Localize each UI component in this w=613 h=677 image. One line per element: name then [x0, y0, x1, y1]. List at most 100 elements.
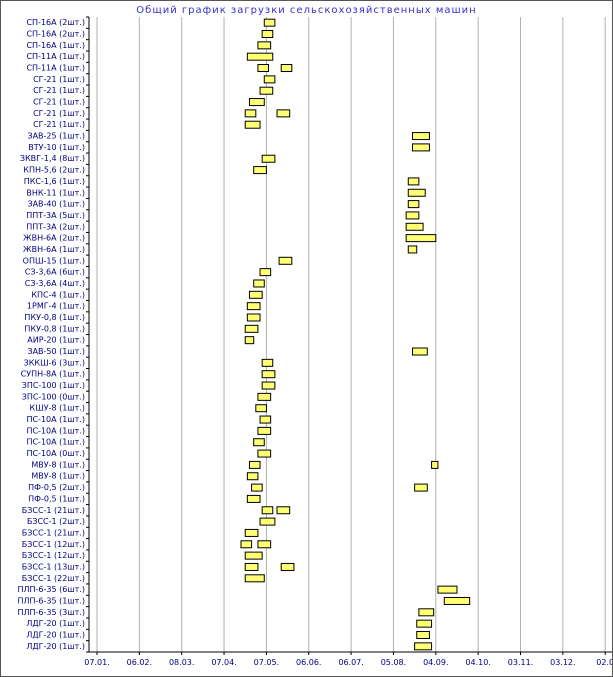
gantt-bar: [257, 392, 272, 401]
row-label: СГ-21 (1шт.): [33, 98, 85, 107]
row-label: СГ-21 (1шт.): [33, 86, 85, 95]
gantt-bar: [244, 109, 257, 118]
row-label: ППТ-3А (2шт.): [26, 222, 85, 231]
gantt-bar: [240, 540, 253, 549]
gantt-bar: [251, 483, 263, 492]
x-tick-label: 06.06.: [296, 658, 321, 667]
gantt-bar: [405, 234, 437, 243]
row-label: СП-11А (1шт.): [26, 64, 85, 73]
gantt-bar: [418, 608, 435, 617]
row-label: БЗСС-1 (13шт.): [22, 562, 85, 571]
gantt-bar: [261, 358, 274, 367]
gantt-bar: [248, 290, 263, 299]
row-label: ВНК-11 (1шт.): [26, 188, 85, 197]
gantt-bar: [246, 494, 261, 503]
x-tick-label: 03.11.: [508, 658, 533, 667]
gantt-bar: [257, 64, 270, 73]
row-label: ПКС-1,6 (1шт.): [24, 177, 85, 186]
row-label: ПЛП-6-35 (3шт.): [18, 608, 86, 617]
row-label: ЗАВ-50 (1шт.): [27, 347, 85, 356]
gantt-bar: [257, 426, 272, 435]
gantt-bar: [414, 483, 428, 492]
gantt-bar: [263, 18, 276, 27]
row-label: ПС-10А (1шт.): [26, 426, 85, 435]
gantt-bar: [261, 506, 274, 515]
gantt-bar: [431, 460, 439, 469]
row-label: СП-16А (2шт.): [26, 30, 85, 39]
row-label: ЗПС-100 (1шт.): [22, 381, 85, 390]
gantt-bar: [412, 143, 430, 152]
x-tick-label: 04.10.: [465, 658, 490, 667]
gantt-bar: [407, 188, 426, 197]
x-tick-label: 05.08.: [381, 658, 406, 667]
gantt-bar: [244, 562, 259, 571]
row-label: ППТ-3А (5шт.): [26, 211, 85, 220]
row-label: ПФ-0,5 (2шт.): [28, 483, 85, 492]
row-label: БЗСС-1 (12шт.): [22, 540, 85, 549]
row-label: АИР-20 (1шт.): [27, 336, 85, 345]
row-label: СГ-21 (1шт.): [33, 75, 85, 84]
gantt-bar: [276, 109, 291, 118]
row-label: БЗСС-1 (21шт.): [22, 506, 85, 515]
row-label: ПС-10А (1шт.): [26, 415, 85, 424]
row-label: ПС-10А (1шт.): [26, 438, 85, 447]
gantt-bar: [263, 75, 276, 84]
gantt-bar: [244, 528, 259, 537]
gantt-bar: [255, 404, 267, 413]
gantt-bar: [261, 30, 274, 39]
gantt-bar: [257, 449, 272, 458]
x-tick-label: 02.0: [596, 658, 613, 667]
gantt-bar: [253, 438, 265, 447]
row-label: ПКУ-0,8 (1шт.): [24, 313, 85, 322]
gantt-bar: [437, 585, 458, 594]
row-label: ЖВН-6А (2шт.): [23, 234, 85, 243]
row-label: СЗ-3,6А (4шт.): [25, 279, 85, 288]
gantt-bar: [405, 222, 424, 231]
gantt-bar: [246, 52, 274, 61]
row-label: МВУ-8 (1шт.): [31, 472, 85, 481]
x-tick-label: 03.12.: [550, 658, 575, 667]
row-label: ЛДГ-20 (1шт.): [26, 642, 85, 651]
gantt-bar: [416, 619, 433, 628]
gantt-bar: [407, 200, 420, 209]
row-label: СГ-21 (1шт.): [33, 120, 85, 129]
x-tick-label: 06.07.: [338, 658, 363, 667]
x-tick-label: 07.04.: [211, 658, 236, 667]
gantt-bar: [261, 154, 276, 163]
gantt-bar: [248, 98, 265, 107]
row-label: КШУ-8 (1шт.): [30, 404, 85, 413]
row-label: СП-16А (1шт.): [26, 41, 85, 50]
gantt-bar: [412, 347, 428, 356]
x-tick-label: 07.05.: [254, 658, 279, 667]
row-label: ЗАВ-25 (1шт.): [27, 132, 85, 141]
gantt-bar: [244, 120, 261, 129]
gantt-bar: [261, 370, 276, 379]
row-label: ПФ-0,5 (1шт.): [28, 494, 85, 503]
row-label: БЗСС-1 (21шт.): [22, 528, 85, 537]
gantt-bar: [246, 302, 261, 311]
row-label: ПЛП-6-35 (6шт.): [18, 585, 86, 594]
gantt-bar: [261, 381, 276, 390]
row-label: БЗСС-1 (12шт.): [22, 551, 85, 560]
gantt-bar: [412, 132, 430, 141]
gantt-bar: [259, 517, 276, 526]
x-tick-label: 04.09.: [423, 658, 448, 667]
x-tick-label: 06.02.: [127, 658, 152, 667]
gantt-bar: [257, 41, 272, 50]
row-label: ПКУ-0,8 (1шт.): [24, 324, 85, 333]
gantt-bar: [253, 279, 265, 288]
gantt-bar: [276, 506, 291, 515]
gantt-bar: [244, 336, 255, 345]
gantt-bar: [407, 177, 420, 186]
row-label: БЗСС-1 (2шт.): [27, 517, 85, 526]
row-label: ПЛП-6-35 (1шт.): [18, 596, 86, 605]
row-label: ПС-10А (0шт.): [26, 449, 85, 458]
row-label: ЛДГ-20 (1шт.): [26, 630, 85, 639]
gantt-bar: [259, 415, 272, 424]
row-label: СЗ-3,6А (6шт.): [25, 268, 85, 277]
gantt-bar: [280, 64, 293, 73]
gantt-bar: [280, 562, 295, 571]
gantt-bar: [244, 324, 259, 333]
x-tick-label: 08.03.: [169, 658, 194, 667]
